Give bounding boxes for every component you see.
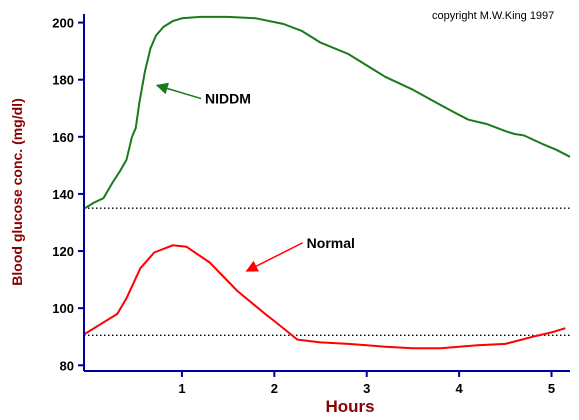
x-tick-label: 3: [363, 381, 370, 396]
y-tick-label: 120: [52, 244, 74, 259]
annotation-label: NIDDM: [205, 91, 251, 107]
copyright-text: copyright M.W.King 1997: [432, 10, 554, 22]
x-ticks: 1 2 3 4 5: [178, 371, 555, 396]
y-ticks: 80 100 120 140 160 180 200: [52, 16, 84, 373]
x-tick-label: 2: [271, 381, 278, 396]
annotation-arrow: [245, 242, 304, 272]
y-tick-label: 160: [52, 130, 74, 145]
y-tick-label: 200: [52, 16, 74, 31]
x-tick-label: 1: [178, 381, 185, 396]
x-axis-label: Hours: [325, 397, 374, 416]
y-tick-label: 140: [52, 187, 74, 202]
reference-lines: [84, 207, 570, 336]
annotation-label: Normal: [307, 235, 355, 251]
series-lines: [84, 15, 571, 350]
annotations: NIDDM Normal: [155, 82, 355, 272]
y-axis-label: Blood glucose conc. (mg/dl): [9, 98, 25, 285]
y-tick-label: 180: [52, 73, 74, 88]
x-tick-label: 5: [548, 381, 555, 396]
annotation-arrow: [155, 82, 202, 100]
series-line-normal: [84, 244, 566, 350]
y-tick-label: 80: [60, 358, 74, 373]
series-line-niddm: [84, 15, 571, 210]
y-tick-label: 100: [52, 301, 74, 316]
x-tick-label: 4: [456, 381, 464, 396]
